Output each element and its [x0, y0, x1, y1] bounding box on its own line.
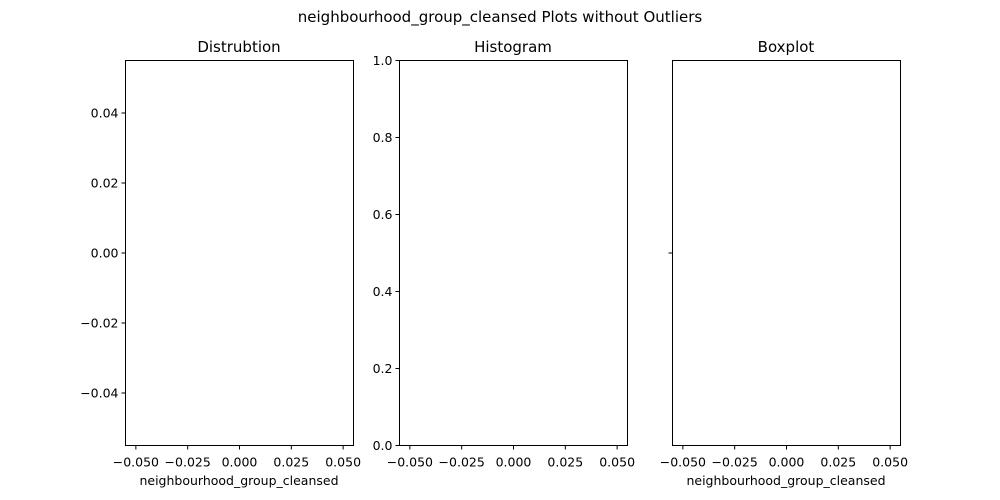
panel-histogram: Histogram −0.050 −0.025 0.000 0.025 0.050 1.… — [373, 38, 635, 470]
panel-histogram-title: Histogram — [474, 38, 552, 56]
panel-histogram-xtick-label: 0.050 — [599, 455, 635, 470]
panel-boxplot-axes-frame — [672, 60, 901, 446]
panel-histogram-xtick-label: 0.025 — [547, 455, 583, 470]
panel-boxplot-xtick-label: 0.000 — [769, 455, 805, 470]
panel-boxplot: Boxplot −0.050 −0.025 0.000 0.025 0.050 neig… — [660, 38, 908, 488]
figure-suptitle: neighbourhood_group_cleansed Plots witho… — [298, 8, 703, 27]
panel-distribution-xtick-label: 0.025 — [273, 455, 309, 470]
panel-distribution-xtick-label: −0.050 — [113, 455, 159, 470]
panel-histogram-xtick-label: 0.000 — [496, 455, 532, 470]
panel-histogram-ytick-label: 0.4 — [373, 284, 393, 299]
panel-boxplot-title: Boxplot — [758, 38, 815, 56]
panel-distribution-ytick-label: −0.04 — [80, 386, 118, 401]
panel-distribution-xtick-label: 0.000 — [222, 455, 258, 470]
panel-distribution: Distrubtion −0.050 −0.025 0.000 0.025 0.050 … — [80, 38, 361, 488]
panel-histogram-y-ticks: 1.0 0.8 0.6 0.4 0.2 0.0 — [373, 53, 400, 453]
panel-distribution-x-ticks: −0.050 −0.025 0.000 0.025 0.050 — [113, 445, 361, 470]
panel-histogram-ytick-label: 0.8 — [373, 130, 393, 145]
panel-distribution-xlabel: neighbourhood_group_cleansed — [139, 473, 338, 488]
panel-histogram-ytick-label: 0.0 — [373, 438, 393, 453]
panel-distribution-xtick-label: −0.025 — [165, 455, 211, 470]
panel-distribution-ytick-label: 0.04 — [91, 106, 119, 121]
panel-histogram-ytick-label: 1.0 — [373, 53, 393, 68]
panel-histogram-axes-frame — [399, 60, 628, 446]
panel-distribution-axes-frame — [125, 60, 354, 446]
panel-boxplot-xtick-label: −0.050 — [660, 455, 706, 470]
panel-histogram-ytick-label: 0.6 — [373, 207, 393, 222]
panel-boxplot-x-ticks: −0.050 −0.025 0.000 0.025 0.050 — [660, 445, 908, 470]
panel-distribution-title: Distrubtion — [197, 38, 280, 56]
panel-boxplot-xtick-label: 0.025 — [820, 455, 856, 470]
panel-boxplot-xlabel: neighbourhood_group_cleansed — [686, 473, 885, 488]
panel-distribution-ytick-label: −0.02 — [80, 316, 118, 331]
panel-distribution-y-ticks: 0.04 0.02 0.00 −0.02 −0.04 — [80, 106, 126, 401]
panel-histogram-xtick-label: −0.050 — [387, 455, 433, 470]
panel-distribution-ytick-label: 0.00 — [91, 246, 119, 261]
panel-histogram-x-ticks: −0.050 −0.025 0.000 0.025 0.050 — [387, 445, 635, 470]
panel-boxplot-xtick-label: 0.050 — [872, 455, 908, 470]
panel-distribution-xtick-label: 0.050 — [325, 455, 361, 470]
panel-boxplot-xtick-label: −0.025 — [712, 455, 758, 470]
panel-histogram-ytick-label: 0.2 — [373, 361, 393, 376]
panel-histogram-xtick-label: −0.025 — [439, 455, 485, 470]
panel-distribution-ytick-label: 0.02 — [91, 176, 119, 191]
